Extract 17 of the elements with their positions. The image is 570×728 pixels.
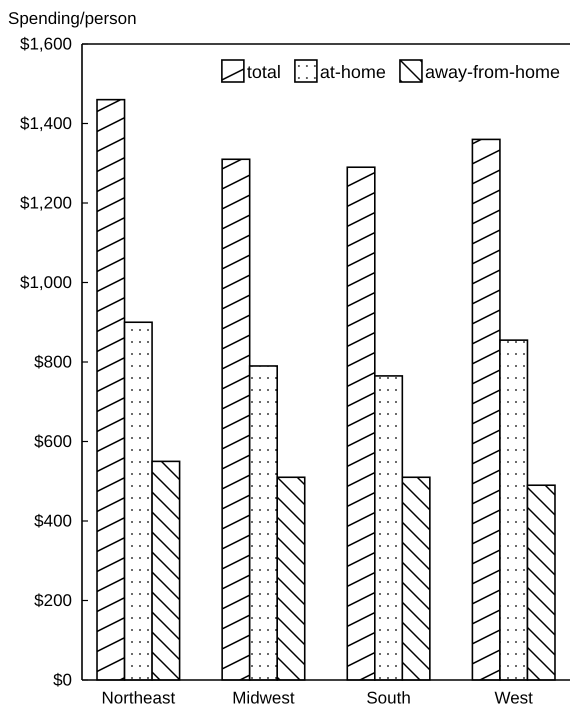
y-tick-label: $200: [34, 590, 72, 610]
x-tick-label: South: [366, 688, 411, 708]
y-tick-label: $0: [53, 670, 72, 690]
legend-label: total: [246, 62, 281, 82]
y-tick-label: $400: [34, 511, 72, 530]
x-tick-label: Northeast: [101, 688, 176, 708]
legend-label: away-from-home: [424, 62, 560, 82]
y-tick-label: $600: [34, 432, 72, 451]
y-tick-label: $1,400: [20, 114, 72, 133]
y-tick-label: $1,600: [20, 34, 72, 54]
y-tick-label: $800: [34, 352, 72, 372]
x-tick-label: West: [494, 688, 534, 708]
x-tick-label: Midwest: [232, 688, 295, 708]
legend-label: at-home: [320, 62, 386, 82]
y-tick-label: $1,200: [20, 193, 72, 212]
y-tick-label: $1,000: [20, 272, 72, 292]
y-axis-title: Spending/person: [8, 9, 137, 28]
